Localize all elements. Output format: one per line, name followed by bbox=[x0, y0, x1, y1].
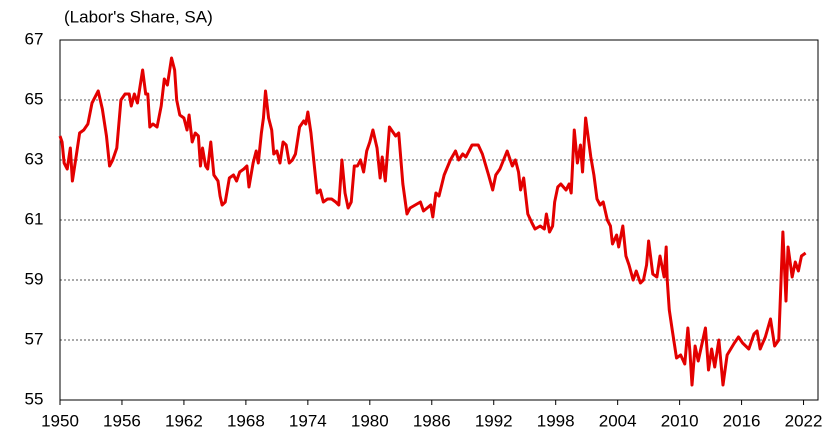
x-tick-label: 1962 bbox=[165, 411, 203, 430]
y-tick-label: 55 bbox=[25, 389, 44, 408]
x-tick-label: 1986 bbox=[413, 411, 451, 430]
y-tick-label: 57 bbox=[25, 329, 44, 348]
y-tick-label: 63 bbox=[25, 149, 44, 168]
data-line bbox=[58, 56, 807, 387]
x-tick-label: 2010 bbox=[661, 411, 699, 430]
x-tick-label: 1956 bbox=[103, 411, 141, 430]
x-tick-label: 1968 bbox=[227, 411, 265, 430]
y-tick-label: 67 bbox=[25, 29, 44, 48]
x-tick-label: 1974 bbox=[289, 411, 327, 430]
y-tick-label: 65 bbox=[25, 89, 44, 108]
y-tick-label: 61 bbox=[25, 209, 44, 228]
x-tick-label: 2004 bbox=[599, 411, 637, 430]
plot-frame bbox=[59, 39, 819, 401]
x-tick-label: 1998 bbox=[537, 411, 575, 430]
x-tick-label: 1950 bbox=[41, 411, 79, 430]
x-tick-label: 1992 bbox=[475, 411, 513, 430]
y-tick-label: 59 bbox=[25, 269, 44, 288]
x-tick-label: 1980 bbox=[351, 411, 389, 430]
x-tick-label: 2022 bbox=[785, 411, 823, 430]
x-tick-label: 2016 bbox=[723, 411, 761, 430]
chart-subtitle: (Labor's Share, SA) bbox=[64, 7, 213, 26]
